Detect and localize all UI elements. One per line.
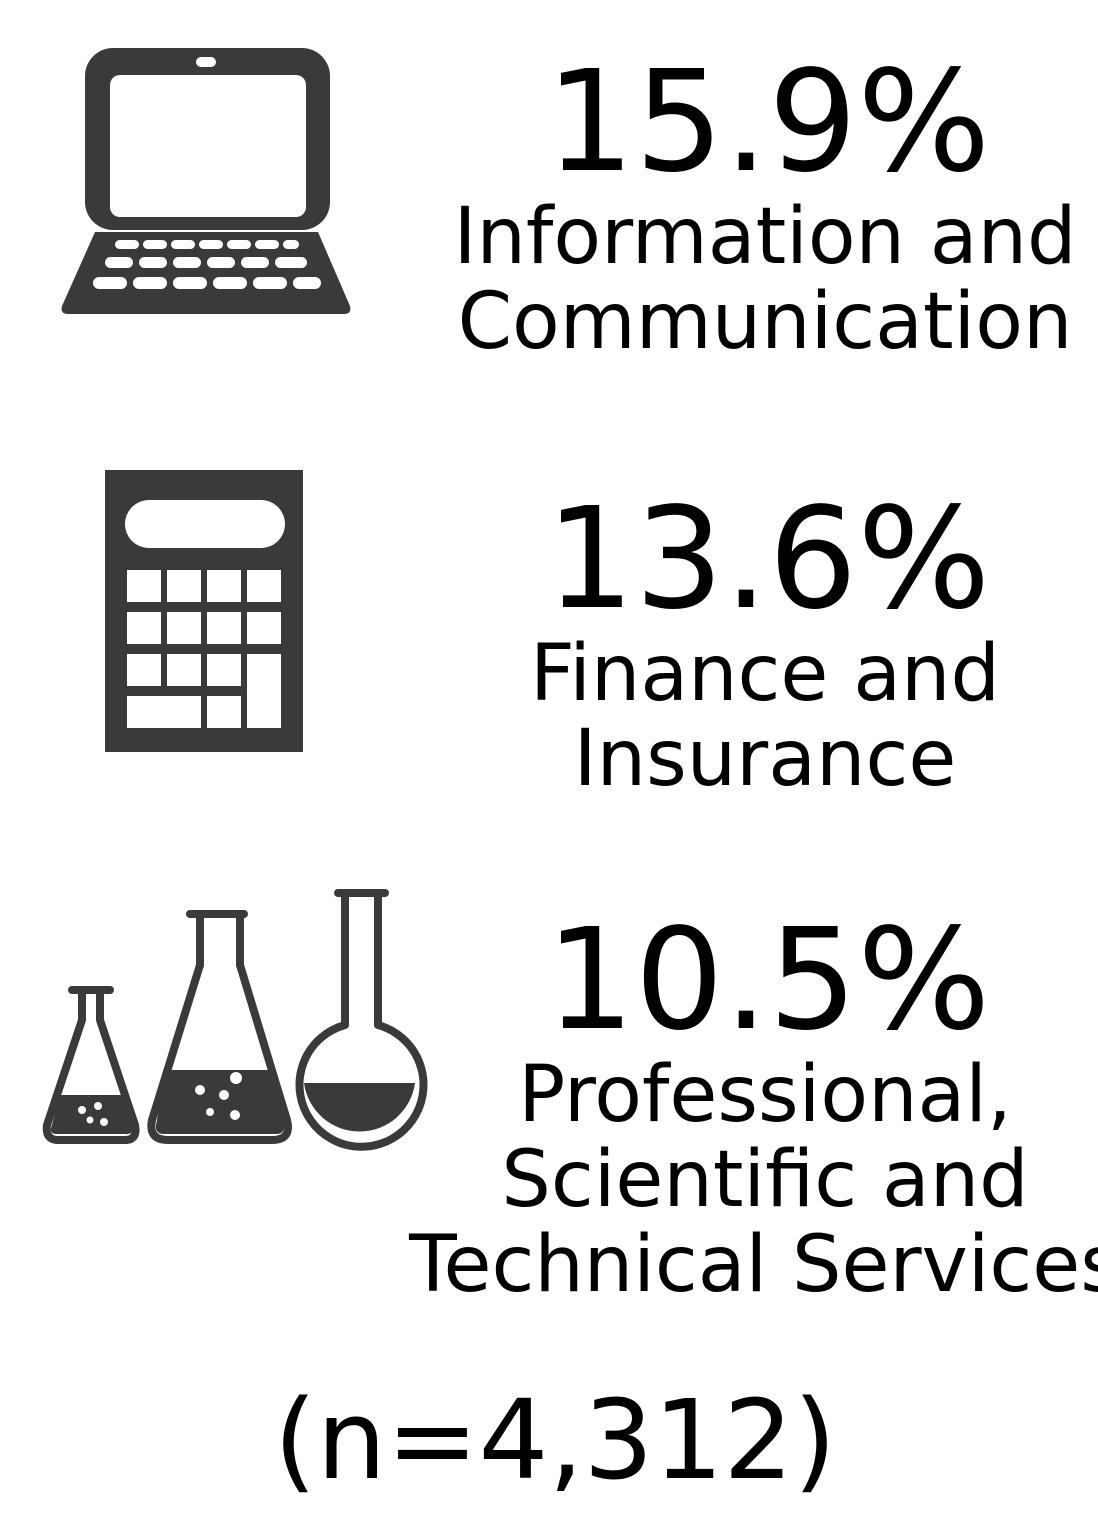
category-label: Technical Services (408, 1220, 1098, 1310)
laptop-icon (61, 48, 351, 314)
category-label: Finance and (530, 629, 1000, 719)
percentage: 13.6% (546, 478, 991, 641)
calculator-icon (105, 470, 303, 752)
sample-size-note: (n=4,312) (274, 1376, 837, 1504)
category-label: Professional, (518, 1050, 1012, 1140)
flask-liquid (50, 1070, 415, 1134)
category-label: Scientific and (501, 1135, 1028, 1225)
bubbles (78, 1072, 242, 1126)
percentage: 15.9% (546, 41, 991, 204)
category-label: Insurance (574, 714, 957, 804)
category-label: Information and (453, 192, 1076, 282)
percentage: 10.5% (546, 899, 991, 1062)
flasks-icon (42, 889, 428, 1151)
category-label: Communication (458, 277, 1073, 367)
